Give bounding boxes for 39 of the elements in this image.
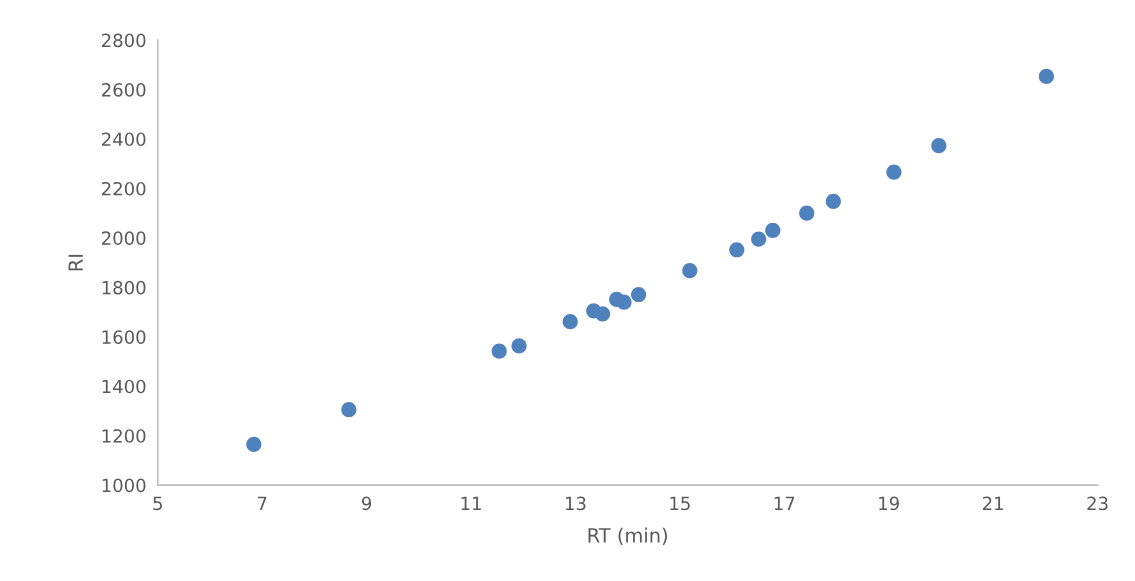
point [341, 402, 357, 418]
point [511, 338, 527, 354]
x-tick-label: 21 [982, 496, 1003, 510]
point [246, 436, 262, 452]
x-tick-label: 7 [257, 496, 267, 510]
point [616, 294, 632, 310]
x-tick-label: 13 [565, 496, 586, 511]
y-axis-title: RI [68, 254, 83, 271]
y-tick-label: 1400 [102, 379, 146, 394]
y-tick-label: 1000 [102, 478, 146, 493]
x-tick-label: 23 [1087, 496, 1108, 511]
point [886, 164, 902, 180]
point [765, 222, 781, 239]
x-tick-label: 5 [153, 496, 162, 511]
x-tick-label: 11 [461, 496, 481, 510]
y-tick-label: 1800 [102, 280, 146, 295]
point [799, 205, 815, 221]
point [682, 262, 698, 279]
y-tick-label: 2800 [102, 33, 146, 48]
point [825, 193, 841, 209]
y-tick-label: 2000 [102, 231, 146, 245]
point [594, 306, 611, 322]
y-tick-label: 2400 [102, 132, 146, 147]
point [562, 314, 578, 330]
x-tick-label: 9 [362, 496, 372, 511]
x-axis-title: RT (min) [588, 527, 667, 545]
point [1038, 68, 1054, 85]
y-tick-label: 1600 [102, 330, 146, 344]
x-tick-label: 19 [879, 496, 899, 511]
y-tick-label: 1200 [102, 429, 146, 443]
x-tick-label: 17 [774, 496, 795, 510]
x-tick-label: 15 [670, 496, 690, 511]
point [729, 242, 745, 258]
point [631, 286, 647, 303]
point [751, 231, 767, 247]
y-tick-label: 2200 [102, 181, 146, 196]
y-tick-label: 2600 [102, 83, 146, 97]
point [491, 343, 507, 359]
point [931, 138, 947, 154]
